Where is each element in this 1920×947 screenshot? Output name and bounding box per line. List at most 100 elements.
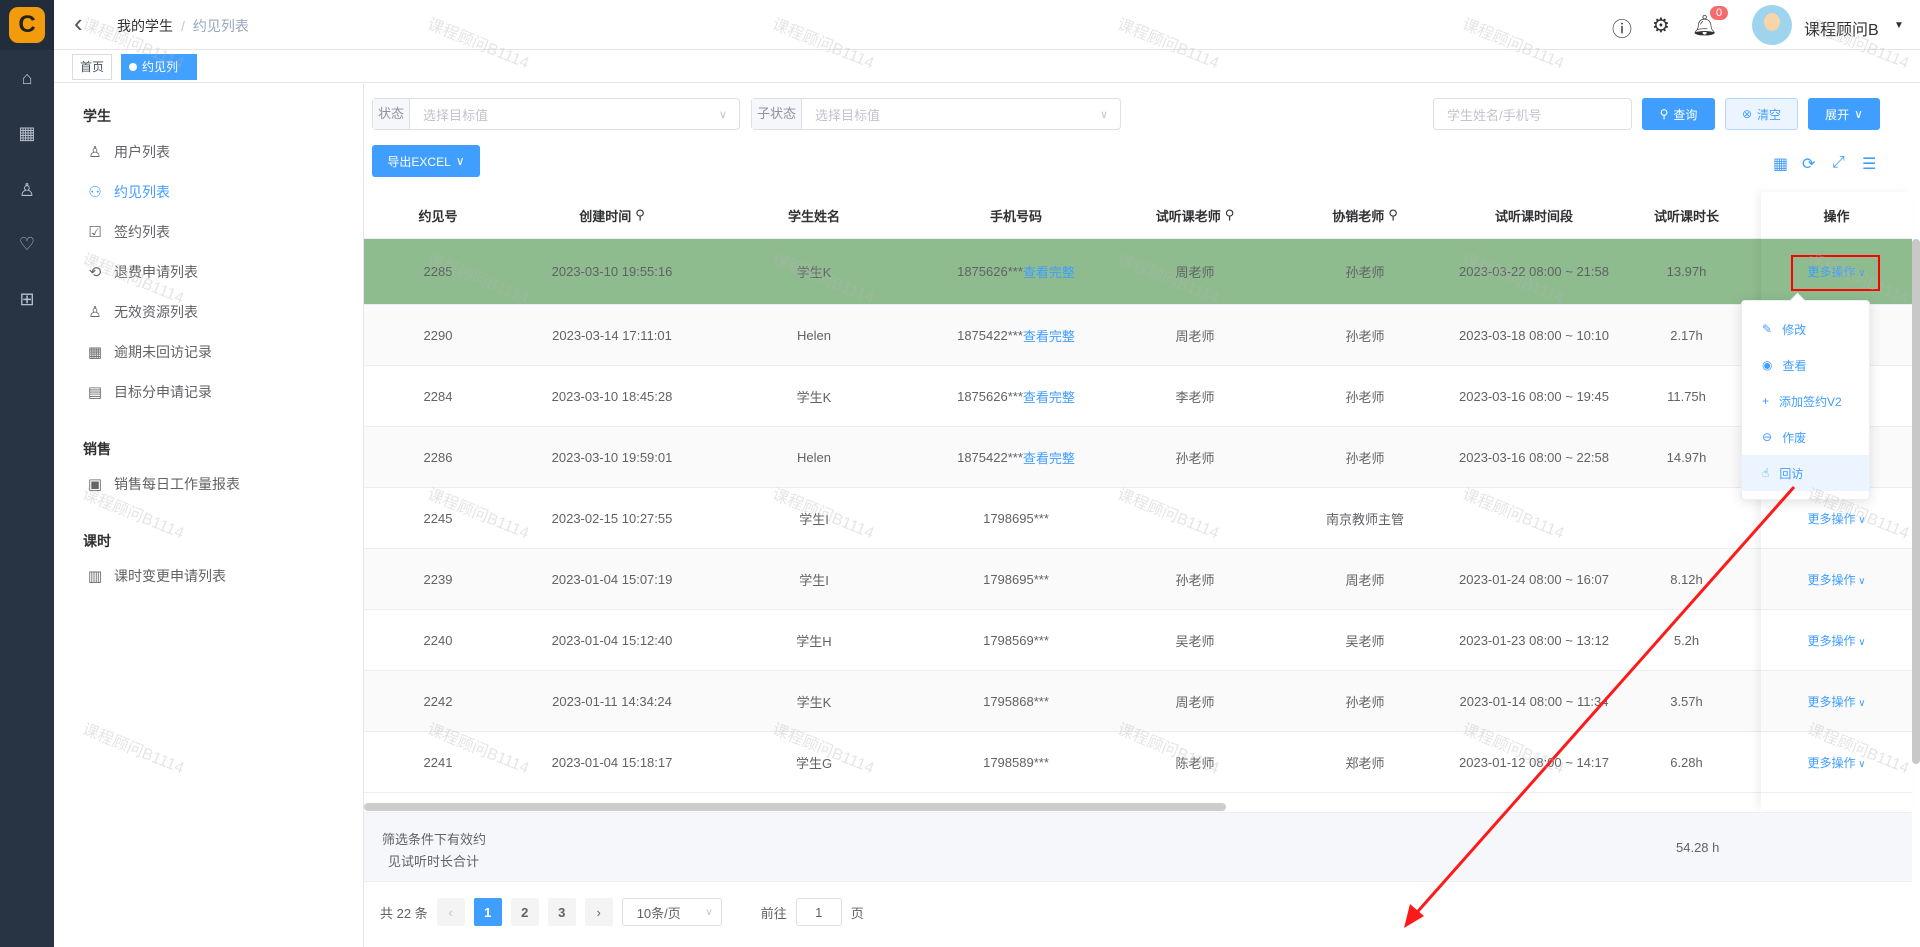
query-button[interactable]: ⚲ 查询 [1642,98,1715,130]
status-select[interactable]: 状态 选择目标值 ∨ [372,98,740,130]
more-actions-button[interactable]: 更多操作 ∨ [1807,632,1865,649]
more-actions-button[interactable]: 更多操作 ∨ [1807,754,1865,771]
sidebar-item-appointments[interactable]: ⚇ 约见列表 [86,182,170,202]
cell-value: 2023-03-16 08:00 ~ 22:58 [1459,449,1609,465]
column-header: 约见号 [364,192,512,238]
page-3[interactable]: 3 [547,898,576,926]
cell-value: 2023-01-04 15:12:40 [551,632,673,648]
fullscreen-icon[interactable]: ⤢ [1832,154,1845,171]
table-cell: 14.97h [1612,427,1761,487]
sidebar-item-invalid[interactable]: ♙ 无效资源列表 [86,302,198,322]
cell-value: 学生H [796,633,832,649]
search-icon[interactable]: ⚲ [1388,207,1398,222]
substatus-select[interactable]: 子状态 选择目标值 ∨ [751,98,1121,130]
calendar-icon: ▦ [87,344,103,361]
summary-label-line2: 见试听时长合计 [388,854,480,869]
view-full-phone-link[interactable]: 查看完整 [1022,389,1075,405]
view-full-phone-link[interactable]: 查看完整 [1022,265,1075,280]
table-cell: 2023-01-11 14:34:24 [512,671,712,731]
trophy-icon[interactable]: ♡ [18,234,36,254]
more-actions-button[interactable]: 更多操作 ∨ [1807,571,1865,588]
more-actions-button[interactable]: 更多操作 ∨ [1807,263,1865,280]
expand-button[interactable]: 展开 ∨ [1808,98,1880,130]
table-row[interactable]: 2286 2023-03-10 19:59:01 Helen 1875422*** 查看… [364,427,1912,488]
table-row[interactable]: 2239 2023-01-04 15:07:19 学生I 1798695*** 孙老师 周… [364,549,1912,610]
table-cell: 吴老师 [1116,610,1274,670]
table-row[interactable]: 2285 2023-03-10 19:55:16 学生K 1875626*** 查看完整… [364,239,1912,305]
apps-icon[interactable]: ⊞ [19,289,35,309]
page-1[interactable]: 1 [473,898,502,926]
eye-icon: ◉ [1762,358,1773,372]
gear-icon[interactable]: ⚙ [1652,15,1670,37]
chevron-down-icon: ∨ [1855,697,1866,709]
cell-value: 2023-01-24 08:00 ~ 16:07 [1459,571,1609,587]
table-row[interactable]: 2245 2023-02-15 10:27:55 学生I 1798695*** 南京教师… [364,488,1912,549]
thumb-icon: ☝ [1762,466,1770,480]
prev-page-button[interactable]: ‹ [436,898,465,926]
dropdown-item-1[interactable]: ◉ 查看 [1742,347,1869,383]
help-icon[interactable]: ⓘ [1612,19,1632,41]
vertical-scrollbar[interactable] [1912,239,1920,764]
table-cell: 吴老师 [1274,610,1456,670]
search-icon[interactable]: ⚲ [635,207,645,222]
table-row[interactable]: 2284 2023-03-10 18:45:28 学生K 1875626*** 查看完整… [364,366,1912,427]
cell-value: 2023-03-10 19:59:01 [551,449,673,465]
table-row[interactable]: 2240 2023-01-04 15:12:40 学生H 1798569*** 吴老师 吴… [364,610,1912,671]
sidebar-item-users[interactable]: ♙ 用户列表 [86,142,170,162]
search-input[interactable]: 学生姓名/手机号 [1433,98,1632,130]
avatar[interactable] [1752,5,1792,45]
sidebar-item-target[interactable]: ▤ 目标分申请记录 [87,384,212,401]
table-cell: 学生K [712,239,916,304]
more-actions-button[interactable]: 更多操作 ∨ [1807,510,1865,527]
dropdown-item-3[interactable]: ⊖ 作废 [1742,419,1869,455]
goto-page-input[interactable]: 1 [795,898,842,926]
user-name[interactable]: 课程顾问B [1804,22,1879,39]
cell-value: 1875626*** [957,264,1023,279]
cell-value: 郑老师 [1345,755,1385,771]
bell-icon[interactable]: 🔔︎ [1692,15,1718,37]
search-icon[interactable]: ⚲ [1224,207,1235,222]
cell-value: 2.17h [1670,327,1703,343]
sidebar-item-refunds[interactable]: ⟲ 退费申请列表 [86,262,198,282]
calendar-icon[interactable]: ▦ [18,123,36,143]
view-full-phone-link[interactable]: 查看完整 [1022,328,1075,344]
column-header: 创建时间 ⚲ [512,192,712,238]
tab-appointments[interactable]: 约见列表 × [121,54,197,98]
app-logo[interactable]: C [0,0,54,50]
sidebar-item-hours-change[interactable]: ▥ 课时变更申请列表 [87,568,226,585]
graduate-icon[interactable]: ♙ [18,180,36,200]
more-actions-button[interactable]: 更多操作 ∨ [1807,693,1865,710]
breadcrumb-my-students[interactable]: 我的学生 [117,18,173,34]
refresh-icon[interactable]: ⟳ [1802,156,1816,173]
chevron-down-icon: ∨ [1855,514,1866,526]
column-header: 手机号码 [916,192,1116,238]
density-icon[interactable]: ▦ [1773,156,1789,173]
sidebar-item-contracts[interactable]: ☑ 签约列表 [86,222,170,242]
home-icon[interactable]: ⌂ [21,68,33,88]
table-row[interactable]: 2242 2023-01-11 14:34:24 学生K 1795868*** 周老师 孙… [364,671,1912,732]
next-page-button[interactable]: › [584,898,613,926]
tab-home[interactable]: 首页 [72,54,113,80]
clear-button[interactable]: ⊗ 清空 [1725,98,1798,130]
export-excel-button[interactable]: 导出EXCEL ∨ [372,145,480,177]
view-full-phone-link[interactable]: 查看完整 [1022,450,1075,466]
back-icon[interactable]: ‹ [74,8,83,38]
table-row[interactable]: 2290 2023-03-14 17:11:01 Helen 1875422*** 查看… [364,305,1912,366]
dropdown-item-4[interactable]: ☝ 回访 [1742,455,1869,491]
horizontal-scrollbar[interactable] [364,803,1226,811]
page-2[interactable]: 2 [510,898,539,926]
sidebar-item-sales-report[interactable]: ▣ 销售每日工作量报表 [87,476,240,493]
close-icon[interactable]: × [150,87,157,98]
dropdown-item-2[interactable]: + 添加签约V2 [1742,383,1869,419]
more-actions-label: 更多操作 [1807,572,1856,587]
clipboard-icon: ▤ [87,384,103,401]
column-settings-icon[interactable]: ☰ [1862,156,1877,173]
page-size-select[interactable]: 10条/页 ∨ [621,898,722,926]
cell-value: 周老师 [1175,328,1215,344]
plus-icon: + [1762,394,1770,408]
table-row[interactable]: 2241 2023-01-04 15:18:17 学生G 1798589*** 陈老师 郑… [364,732,1912,793]
caret-down-icon[interactable]: ▼ [1894,20,1904,31]
cell-value: 吴老师 [1175,633,1215,649]
dropdown-item-0[interactable]: ✎ 修改 [1742,311,1869,347]
sidebar-item-overdue[interactable]: ▦ 逾期未回访记录 [87,344,212,361]
